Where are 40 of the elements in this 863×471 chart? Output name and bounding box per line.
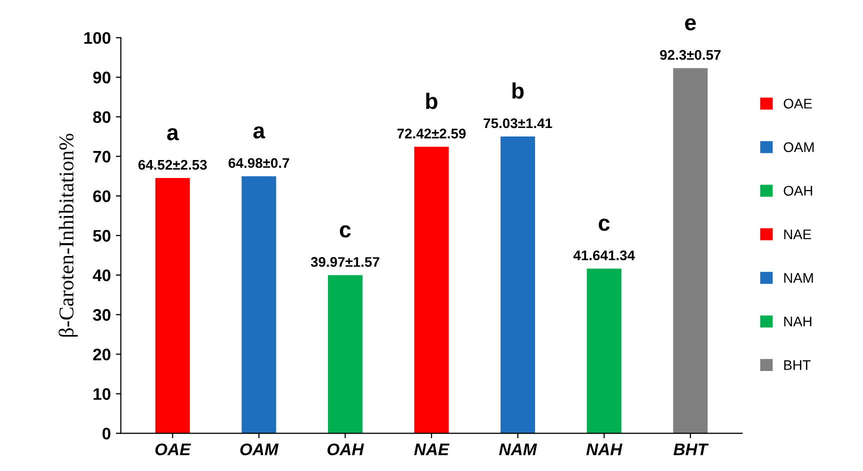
- legend-label: NAE: [784, 230, 812, 240]
- y-tick-label: 70: [93, 150, 110, 163]
- legend-label: OAE: [784, 98, 812, 109]
- y-tick-label: 30: [92, 309, 110, 321]
- legend-label: BHT: [784, 360, 811, 370]
- y-tick-label: 40: [92, 269, 110, 282]
- y-tick-label: 80: [93, 111, 110, 124]
- x-tick-label: NAM: [499, 444, 538, 456]
- x-tick-label: NAH: [586, 444, 622, 456]
- data-label: 64.52±2.53: [138, 160, 207, 170]
- annotation: b: [426, 92, 438, 110]
- y-tick-label: 90: [93, 72, 110, 84]
- x-tick-label: BHT: [674, 444, 709, 456]
- data-label: 39.97±1.57: [310, 257, 380, 267]
- annotation: c: [598, 218, 610, 231]
- annotation: a: [253, 126, 266, 139]
- annotation: b: [512, 82, 524, 99]
- y-tick-label: 100: [84, 32, 110, 44]
- data-label: 72.42±2.59: [397, 128, 466, 138]
- data-label: 92.3±0.57: [660, 50, 721, 60]
- y-tick-label: 20: [93, 348, 110, 360]
- y-tick-label: 60: [93, 190, 110, 202]
- y-tick-label: 0: [102, 428, 110, 440]
- y-axis-title: β-Caroten-Inhibitation%: [58, 134, 78, 337]
- x-tick-label: OAM: [240, 443, 279, 456]
- annotation: a: [167, 128, 179, 140]
- legend-label: OAM: [784, 142, 814, 152]
- data-label: 64.98±0.7: [228, 158, 290, 168]
- legend-label: OAH: [784, 186, 812, 196]
- data-label: 41.641.34: [573, 250, 635, 260]
- data-label: 75.03±1.41: [484, 118, 552, 128]
- legend-label: NAM: [784, 273, 813, 283]
- x-tick-label: NAE: [414, 444, 450, 456]
- x-tick-label: OAH: [327, 443, 364, 456]
- legend-label: NAH: [784, 316, 812, 326]
- text: e: [685, 18, 696, 30]
- y-tick-label: 50: [93, 230, 110, 242]
- x-tick-label: OAE: [155, 443, 192, 456]
- annotation: c: [340, 225, 351, 238]
- y-tick-label: 10: [94, 388, 110, 400]
